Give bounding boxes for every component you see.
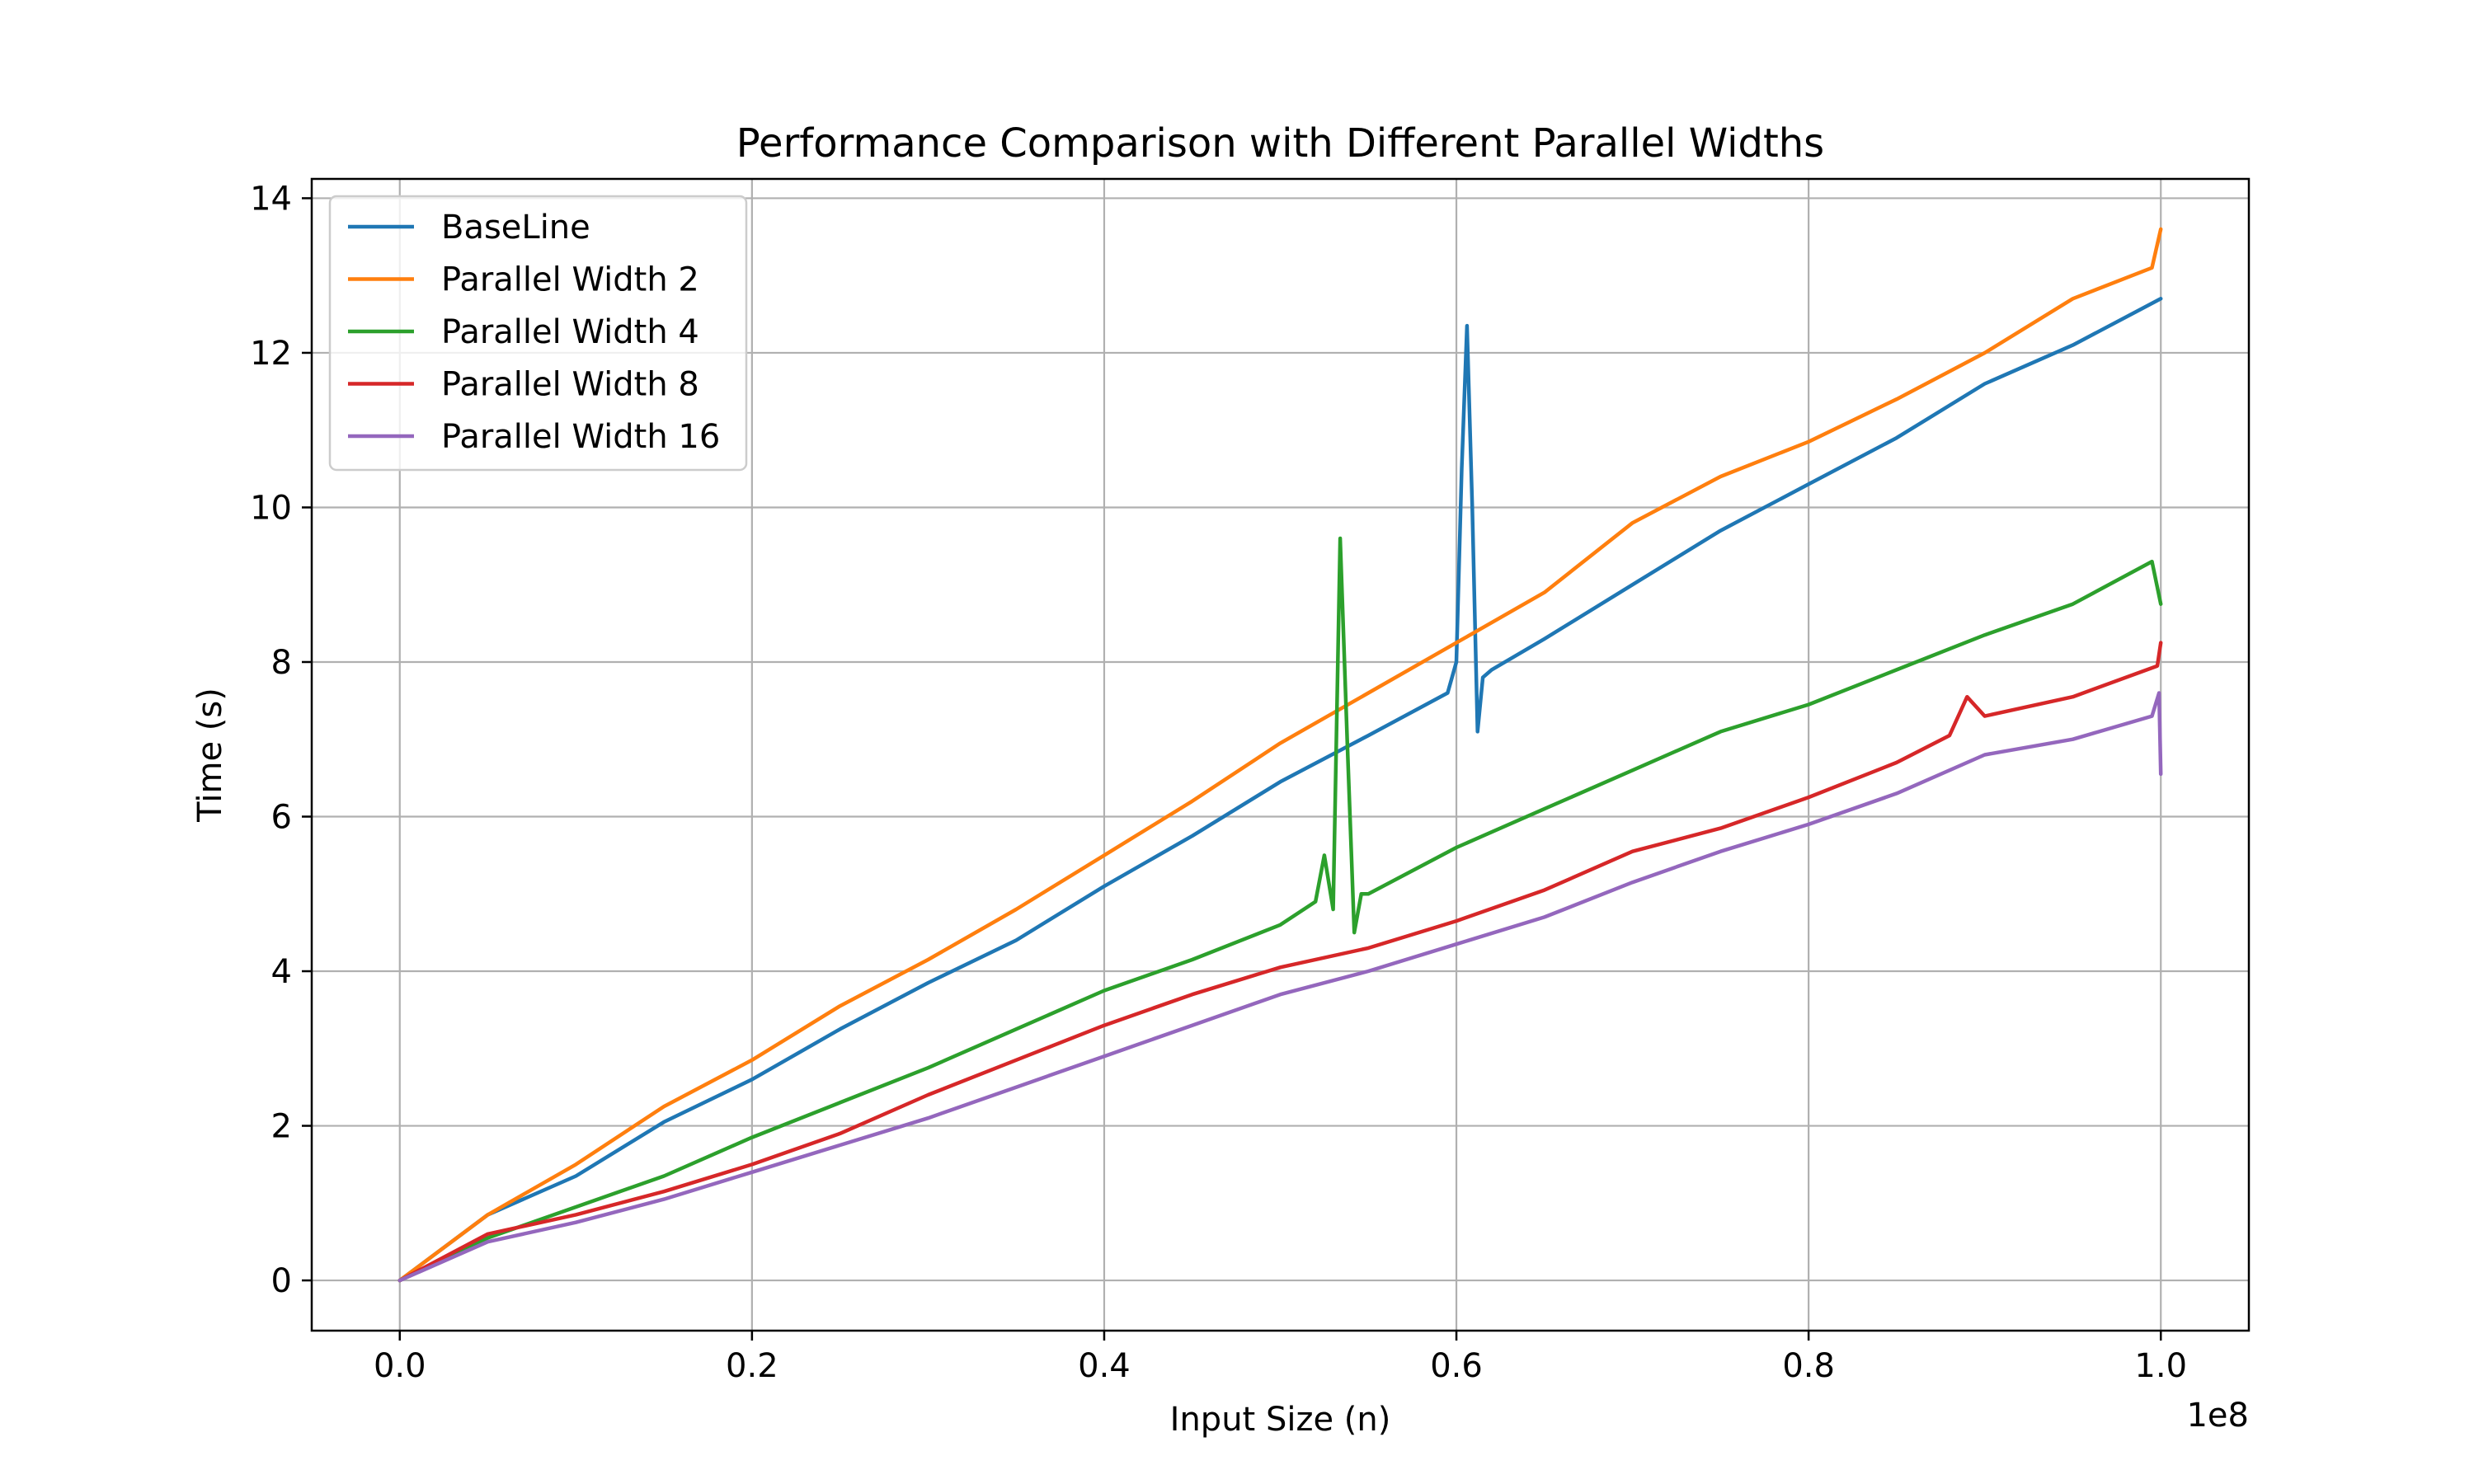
y-tick-label: 14 (250, 180, 292, 218)
legend: BaseLine Parallel Width 2 Parallel Width 4… (328, 195, 748, 472)
series-line-3 (397, 536, 2163, 1283)
x-tick-label: 0.6 (1430, 1347, 1483, 1385)
series-line-4 (397, 641, 2163, 1283)
legend-label: Parallel Width 4 (441, 313, 699, 351)
y-tick-label: 8 (271, 644, 292, 682)
y-tick-label: 12 (250, 335, 292, 373)
series-line-5 (397, 691, 2163, 1283)
x-axis-label: Input Size (n) (1170, 1401, 1391, 1439)
y-tick-label: 2 (271, 1108, 292, 1146)
x-tick-label: 0.0 (374, 1347, 426, 1385)
x-tick-label: 0.8 (1782, 1347, 1835, 1385)
chart-title: Performance Comparison with Different Pa… (736, 120, 1824, 167)
y-tick-label: 6 (271, 799, 292, 837)
series-line-1 (397, 297, 2163, 1283)
legend-label: Parallel Width 8 (441, 366, 699, 404)
y-tick-label: 10 (250, 489, 292, 527)
legend-label: Parallel Width 16 (441, 418, 720, 456)
x-tick-label: 0.2 (726, 1347, 778, 1385)
legend-box (328, 195, 748, 472)
x-tick-label: 0.4 (1078, 1347, 1131, 1385)
series-lines (397, 227, 2163, 1283)
legend-label: BaseLine (441, 209, 590, 247)
y-tick-label: 0 (271, 1262, 292, 1300)
y-tick-label: 4 (271, 953, 292, 991)
y-axis-label: Time (s) (191, 688, 229, 823)
x-tick-label: 1.0 (2134, 1347, 2187, 1385)
x-axis-offset-label: 1e8 (2186, 1397, 2249, 1435)
legend-label: Parallel Width 2 (441, 261, 699, 299)
plot-frame (310, 177, 2251, 1332)
series-line-2 (397, 227, 2163, 1283)
axis-ticks: 0.0 0.2 0.4 0.6 0.8 1.0 0 2 4 6 8 10 12 14 (250, 180, 2187, 1385)
